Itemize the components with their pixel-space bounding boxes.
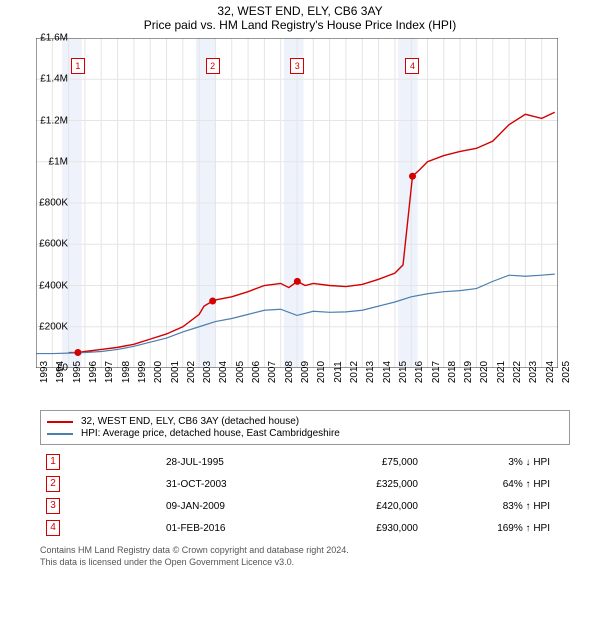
sale-hpi-delta: 83% ↑ HPI	[424, 495, 556, 517]
x-axis-label: 2020	[479, 361, 490, 383]
x-axis-label: 1995	[72, 361, 83, 383]
sale-index-badge: 2	[46, 476, 60, 492]
sale-price: £325,000	[302, 473, 424, 495]
x-axis-label: 2024	[545, 361, 556, 383]
y-axis-label: £200K	[28, 321, 68, 332]
table-row: 1 28-JUL-1995£75,0003% ↓ HPI	[40, 451, 556, 473]
x-axis-label: 2022	[512, 361, 523, 383]
table-row: 4 01-FEB-2016£930,000169% ↑ HPI	[40, 517, 556, 539]
y-axis-label: £800K	[28, 198, 68, 209]
y-axis-label: £1M	[28, 156, 68, 167]
x-axis-label: 1998	[121, 361, 132, 383]
sale-marker-label: 3	[290, 58, 304, 74]
x-axis-label: 2025	[561, 361, 572, 383]
title-subtitle: Price paid vs. HM Land Registry's House …	[0, 18, 600, 32]
sale-hpi-delta: 169% ↑ HPI	[424, 517, 556, 539]
legend-swatch	[47, 433, 73, 435]
sale-date: 28-JUL-1995	[160, 451, 302, 473]
x-axis-label: 2002	[186, 361, 197, 383]
x-axis-label: 2014	[382, 361, 393, 383]
legend-row: 32, WEST END, ELY, CB6 3AY (detached hou…	[47, 416, 563, 427]
sale-hpi-delta: 3% ↓ HPI	[424, 451, 556, 473]
x-axis-label: 2018	[447, 361, 458, 383]
sale-price: £75,000	[302, 451, 424, 473]
y-axis-label: £1.6M	[28, 33, 68, 44]
legend-label: HPI: Average price, detached house, East…	[81, 428, 340, 439]
sale-marker-label: 2	[206, 58, 220, 74]
x-axis-label: 2023	[528, 361, 539, 383]
title-address: 32, WEST END, ELY, CB6 3AY	[0, 4, 600, 18]
x-axis-label: 1997	[104, 361, 115, 383]
sales-table: 1 28-JUL-1995£75,0003% ↓ HPI 2 31-OCT-2003£…	[40, 451, 556, 539]
x-axis-label: 2003	[202, 361, 213, 383]
footer-text: Contains HM Land Registry data © Crown c…	[40, 545, 540, 568]
x-axis-label: 2016	[414, 361, 425, 383]
x-axis-label: 2012	[349, 361, 360, 383]
x-axis-label: 2004	[218, 361, 229, 383]
table-row: 3 09-JAN-2009£420,00083% ↑ HPI	[40, 495, 556, 517]
y-axis-label: £400K	[28, 280, 68, 291]
sale-date: 31-OCT-2003	[160, 473, 302, 495]
x-axis-label: 2001	[170, 361, 181, 383]
x-axis-label: 1996	[88, 361, 99, 383]
chart-container: 32, WEST END, ELY, CB6 3AY Price paid vs…	[0, 4, 600, 624]
sale-marker-label: 4	[405, 58, 419, 74]
sale-marker-label: 1	[71, 58, 85, 74]
x-axis-label: 1999	[137, 361, 148, 383]
table-row: 2 31-OCT-2003£325,00064% ↑ HPI	[40, 473, 556, 495]
y-axis-label: £1.4M	[28, 74, 68, 85]
footer-line2: This data is licensed under the Open Gov…	[40, 557, 540, 569]
legend-swatch	[47, 421, 73, 423]
sale-price: £420,000	[302, 495, 424, 517]
x-axis-label: 2006	[251, 361, 262, 383]
x-axis-label: 2007	[267, 361, 278, 383]
legend-label: 32, WEST END, ELY, CB6 3AY (detached hou…	[81, 416, 299, 427]
legend-row: HPI: Average price, detached house, East…	[47, 428, 563, 439]
sale-price: £930,000	[302, 517, 424, 539]
footer-line1: Contains HM Land Registry data © Crown c…	[40, 545, 540, 557]
x-axis-label: 2019	[463, 361, 474, 383]
sale-date: 01-FEB-2016	[160, 517, 302, 539]
x-axis-label: 2005	[235, 361, 246, 383]
x-axis-label: 2008	[284, 361, 295, 383]
sale-index-badge: 4	[46, 520, 60, 536]
x-axis-label: 1994	[55, 361, 66, 383]
plot-svg	[36, 38, 558, 368]
y-axis-label: £1.2M	[28, 115, 68, 126]
sale-index-badge: 1	[46, 454, 60, 470]
y-axis-label: £600K	[28, 239, 68, 250]
x-axis-label: 2015	[398, 361, 409, 383]
chart-area: £0£200K£400K£600K£800K£1M£1.2M£1.4M£1.6M…	[36, 38, 596, 368]
legend: 32, WEST END, ELY, CB6 3AY (detached hou…	[40, 410, 570, 445]
sale-hpi-delta: 64% ↑ HPI	[424, 473, 556, 495]
x-axis-label: 2000	[153, 361, 164, 383]
x-axis-label: 2013	[365, 361, 376, 383]
x-axis-label: 1993	[39, 361, 50, 383]
x-axis-label: 2011	[333, 361, 344, 383]
x-axis-label: 2021	[496, 361, 507, 383]
sale-date: 09-JAN-2009	[160, 495, 302, 517]
x-axis-label: 2010	[316, 361, 327, 383]
x-axis-label: 2009	[300, 361, 311, 383]
x-axis-label: 2017	[431, 361, 442, 383]
sale-index-badge: 3	[46, 498, 60, 514]
